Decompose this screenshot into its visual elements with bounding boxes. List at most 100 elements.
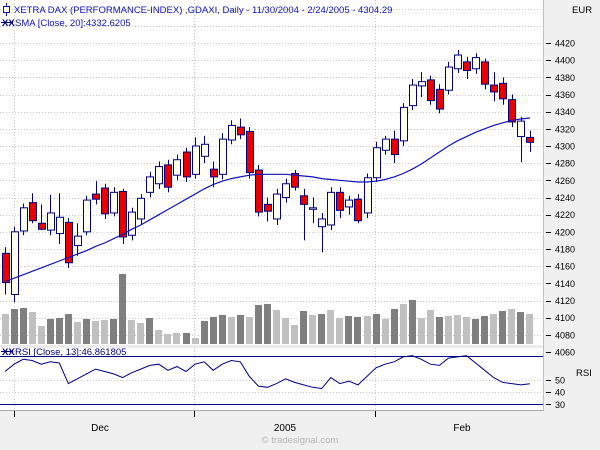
volume-bar (273, 310, 280, 344)
sma-polyline (4, 117, 530, 283)
volume-bar (192, 338, 199, 344)
candlesticks (2, 49, 534, 303)
volume-bar (445, 316, 452, 344)
volume-bar (490, 314, 497, 344)
candle-up (110, 191, 118, 214)
candle-down (490, 84, 498, 93)
candle-up (345, 199, 353, 208)
price-tick-label: 4100 (555, 313, 575, 323)
volume-bar (146, 318, 153, 344)
price-tick-label: 4140 (555, 279, 575, 289)
candle-up (418, 81, 426, 87)
volume-bar (309, 315, 316, 344)
candle-down (101, 187, 109, 215)
candle-up (74, 235, 82, 247)
volume-bar (74, 322, 81, 344)
volume-bar (345, 316, 352, 344)
legend-symbol-row[interactable]: XETRA DAX (PERFORMANCE-INDEX) ,GDAXI, Da… (3, 3, 393, 16)
candle-up (173, 159, 181, 176)
candle-up (192, 145, 200, 175)
legend-rsi-row[interactable]: XX RSI [Close, 13]:46.861805 (1, 347, 126, 358)
month-label: 2005 (274, 423, 297, 434)
candle-up (155, 166, 163, 185)
candle-down (291, 172, 299, 188)
volume-bar (472, 319, 479, 344)
candle-up (373, 147, 381, 179)
rsi-tick-label: 30 (555, 400, 565, 410)
candle-up (472, 57, 480, 70)
candle-up (282, 183, 290, 198)
candle-up (20, 207, 28, 232)
volume-bar (418, 318, 425, 344)
rsi-indicator-icon: XX (2, 347, 15, 358)
rsi-tick-label: 40 (555, 388, 565, 398)
legend-sma-row[interactable]: XX SMA [Close, 20]:4332.6205 (1, 18, 131, 29)
volume-bar (201, 321, 208, 344)
price-tick-label: 4080 (555, 330, 575, 340)
sma-line (4, 117, 530, 283)
volume-bar (373, 314, 380, 344)
volume-bar (508, 309, 515, 344)
candle-up (309, 207, 317, 210)
volume-bar (354, 317, 361, 344)
volume-bar (282, 318, 289, 344)
month-label: Dec (91, 423, 109, 434)
candle-down (336, 191, 344, 211)
candle-down (427, 79, 435, 102)
candle-up (47, 212, 55, 231)
rsi-pane-label: RSI (576, 368, 592, 379)
volume-bar (382, 319, 389, 344)
candle-down (463, 61, 471, 71)
volume-bar (409, 300, 416, 344)
candle-down (38, 222, 46, 230)
volume-bar (2, 314, 9, 344)
price-tick-label: 4380 (555, 73, 575, 83)
volume-bar (436, 317, 443, 344)
candle-up (445, 66, 453, 91)
candle-down (237, 126, 245, 136)
volume-bar (110, 319, 117, 344)
candle-up (201, 143, 209, 157)
candle-up (382, 138, 390, 151)
candle-up (364, 177, 372, 214)
price-tick-label: 4400 (555, 56, 575, 66)
volume-bar (119, 274, 126, 344)
candle-up (409, 84, 417, 107)
candle-down (354, 198, 362, 222)
volume-bar (128, 320, 135, 344)
sma-indicator-icon: XX (2, 18, 15, 29)
price-tick-label: 4420 (555, 39, 575, 49)
candle-up (318, 218, 326, 228)
volume-bar (155, 330, 162, 344)
volume-bar (499, 311, 506, 344)
volume-bars (2, 274, 533, 344)
volume-bar (517, 312, 524, 344)
candle-up (56, 216, 64, 235)
candle-up (327, 191, 335, 226)
candle-down (65, 221, 73, 264)
watermark: © tradesignal.com (262, 435, 339, 446)
volume-bar (20, 308, 27, 344)
rsi-legend-text: RSI [Close, 13]:46.861805 (15, 347, 126, 358)
price-tick-label: 4160 (555, 262, 575, 272)
candle-up (83, 199, 91, 233)
volume-bar (427, 310, 434, 344)
month-label: Feb (453, 423, 471, 434)
volume-bar (318, 314, 325, 344)
volume-bar (210, 317, 217, 344)
candle-up (517, 120, 525, 138)
volume-bar (137, 323, 144, 344)
candle-down (526, 136, 534, 143)
pane-separator[interactable] (0, 345, 544, 348)
price-tick-label: 4340 (555, 107, 575, 117)
volume-bar (183, 333, 190, 344)
price-tick-label: 4120 (555, 296, 575, 306)
volume-bar (264, 304, 271, 344)
volume-bar (291, 325, 298, 344)
candle-up (400, 106, 408, 142)
volume-bar (173, 333, 180, 344)
volume-bar (454, 315, 461, 344)
volume-bar (481, 316, 488, 344)
axis-labels: 4420 4400 4380 4360 4340 4320 4300 4280 4260 4240… (14, 39, 575, 434)
